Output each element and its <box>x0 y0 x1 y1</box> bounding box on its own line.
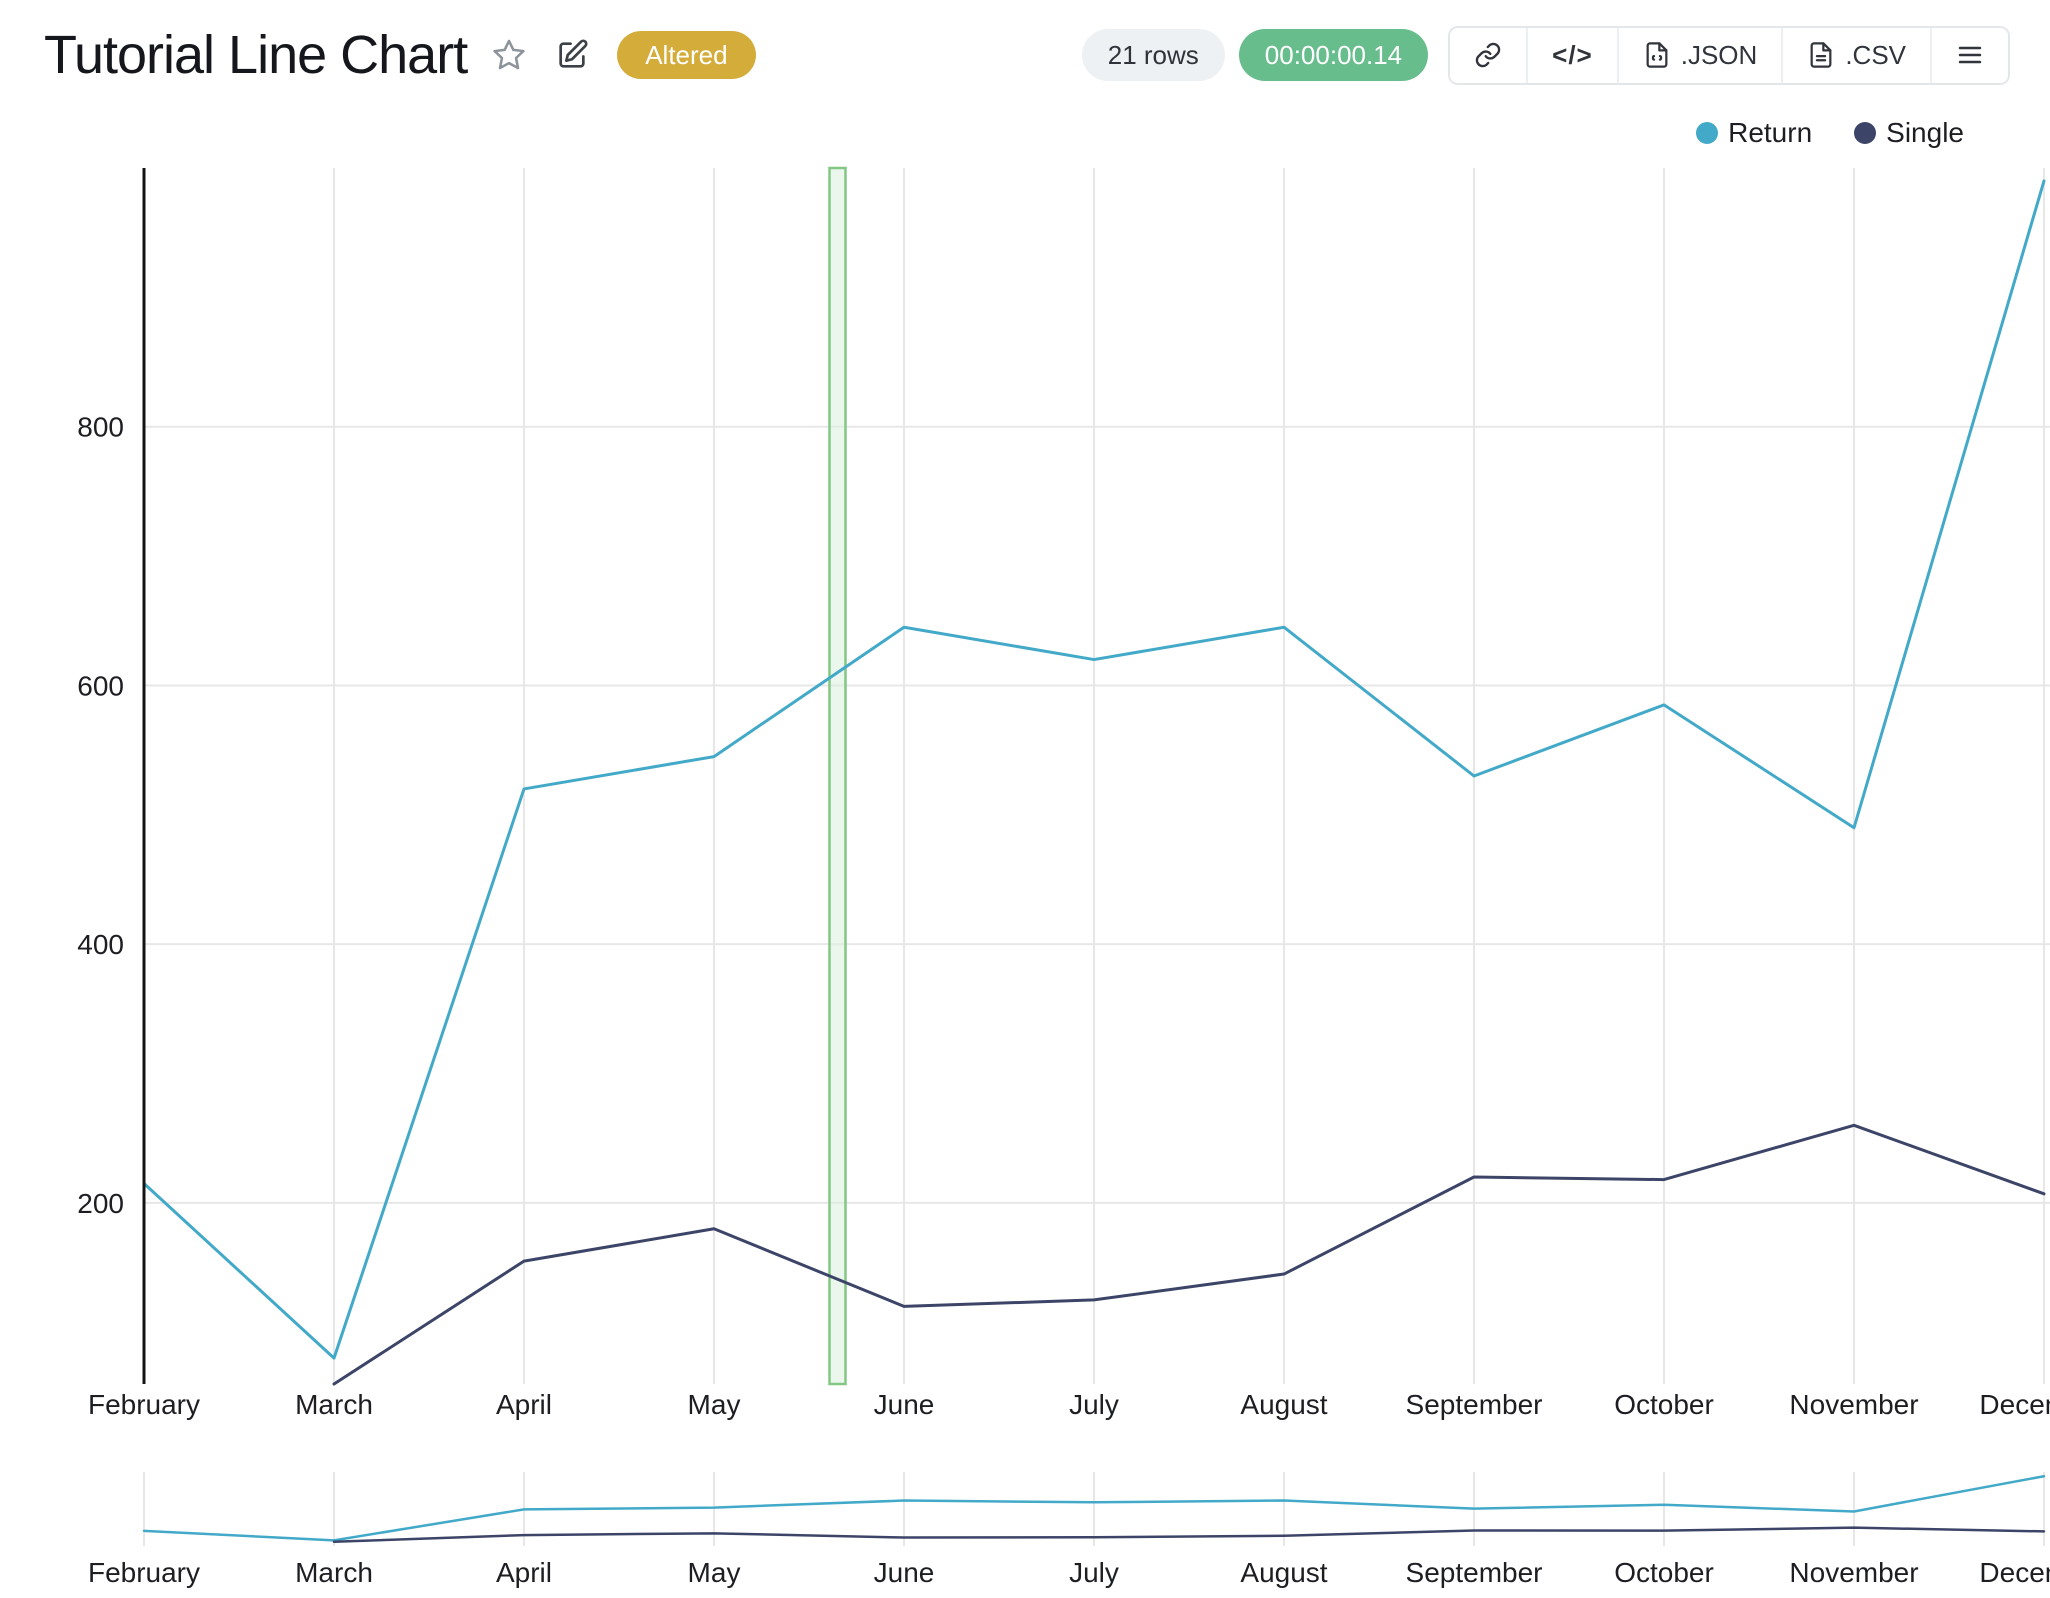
overview-mini-chart[interactable]: February March April May June July August Septe… <box>0 1458 2050 1594</box>
code-icon: </> <box>1552 39 1593 70</box>
x-axis-label: April <box>496 1389 552 1420</box>
row-count-pill: 21 rows <box>1081 29 1225 81</box>
x-axis-label: May <box>688 1389 741 1420</box>
main-chart-area: 200 400 600 800 February March April May June Jul… <box>0 152 2050 1442</box>
selection-marker-band[interactable] <box>828 166 847 1386</box>
legend-label-single: Single <box>1886 117 1964 148</box>
series-line-return[interactable] <box>142 1474 2046 1542</box>
x-axis-label: July <box>1069 1557 1119 1588</box>
favorite-star-button[interactable] <box>487 33 531 77</box>
series-line-return[interactable] <box>142 179 2046 1360</box>
x-axis-label: March <box>295 1389 373 1420</box>
main-line-chart[interactable]: 200 400 600 800 February March April May June Jul… <box>0 152 2050 1442</box>
x-axis-label: October <box>1614 1389 1714 1420</box>
edit-button[interactable] <box>551 34 593 76</box>
edit-pencil-icon <box>559 39 588 68</box>
y-axis-tick-label: 600 <box>77 670 124 701</box>
more-menu-button[interactable] <box>1930 27 2008 83</box>
download-json-button[interactable]: .JSON <box>1616 27 1782 83</box>
header: Tutorial Line Chart Altered 21 rows 00:0… <box>0 0 2050 86</box>
x-axis-label: September <box>1406 1557 1543 1588</box>
chart-legend: Return Single <box>0 86 2050 150</box>
x-axis-label: March <box>295 1557 373 1588</box>
csv-file-icon <box>1810 42 1832 68</box>
x-axis-label: August <box>1240 1389 1327 1420</box>
embed-code-button[interactable]: </> <box>1526 27 1617 83</box>
share-link-button[interactable] <box>1450 27 1527 83</box>
x-axis-label: October <box>1614 1557 1714 1588</box>
x-axis-label: July <box>1069 1389 1119 1420</box>
x-axis-label: December <box>1979 1557 2050 1588</box>
series-line-single[interactable] <box>332 1123 2046 1386</box>
download-csv-button[interactable]: .CSV <box>1781 27 1930 83</box>
header-actions: 21 rows 00:00:00.14 </> .JSON <box>1081 25 2010 85</box>
query-duration-pill: 00:00:00.14 <box>1238 29 1429 81</box>
export-toolbar: </> .JSON .CSV <box>1448 25 2010 85</box>
link-icon <box>1475 42 1501 68</box>
x-axis-label: May <box>688 1557 741 1588</box>
x-axis-label: February <box>88 1557 200 1588</box>
json-label: .JSON <box>1680 39 1758 70</box>
csv-label: .CSV <box>1845 39 1906 70</box>
y-axis-tick-label: 400 <box>77 929 124 960</box>
json-file-icon <box>1646 42 1668 68</box>
legend-item-return[interactable]: Return <box>1696 117 1812 149</box>
legend-item-single[interactable]: Single <box>1854 117 1964 149</box>
x-axis-label: November <box>1789 1389 1918 1420</box>
altered-status-badge: Altered <box>617 31 756 79</box>
y-axis-tick-label: 800 <box>77 412 124 443</box>
x-axis-label: August <box>1240 1557 1327 1588</box>
x-axis-label: April <box>496 1557 552 1588</box>
y-axis-tick-label: 200 <box>77 1188 124 1219</box>
x-axis-label: June <box>874 1557 935 1588</box>
single-series-marker <box>1854 122 1877 144</box>
star-icon <box>493 39 525 70</box>
mini-chart-area: February March April May June July August Septe… <box>0 1458 2050 1594</box>
return-series-marker <box>1696 122 1719 144</box>
title-area: Tutorial Line Chart Altered <box>44 24 756 86</box>
series-line-single[interactable] <box>332 1526 2046 1544</box>
x-axis-label: December <box>1979 1389 2050 1420</box>
x-axis-label: September <box>1406 1389 1543 1420</box>
page-title: Tutorial Line Chart <box>44 25 468 85</box>
x-axis-label: June <box>874 1389 935 1420</box>
x-axis-label: November <box>1789 1557 1918 1588</box>
hamburger-menu-icon <box>1958 46 1982 64</box>
x-axis-label: February <box>88 1389 200 1420</box>
legend-label-return: Return <box>1728 117 1813 148</box>
